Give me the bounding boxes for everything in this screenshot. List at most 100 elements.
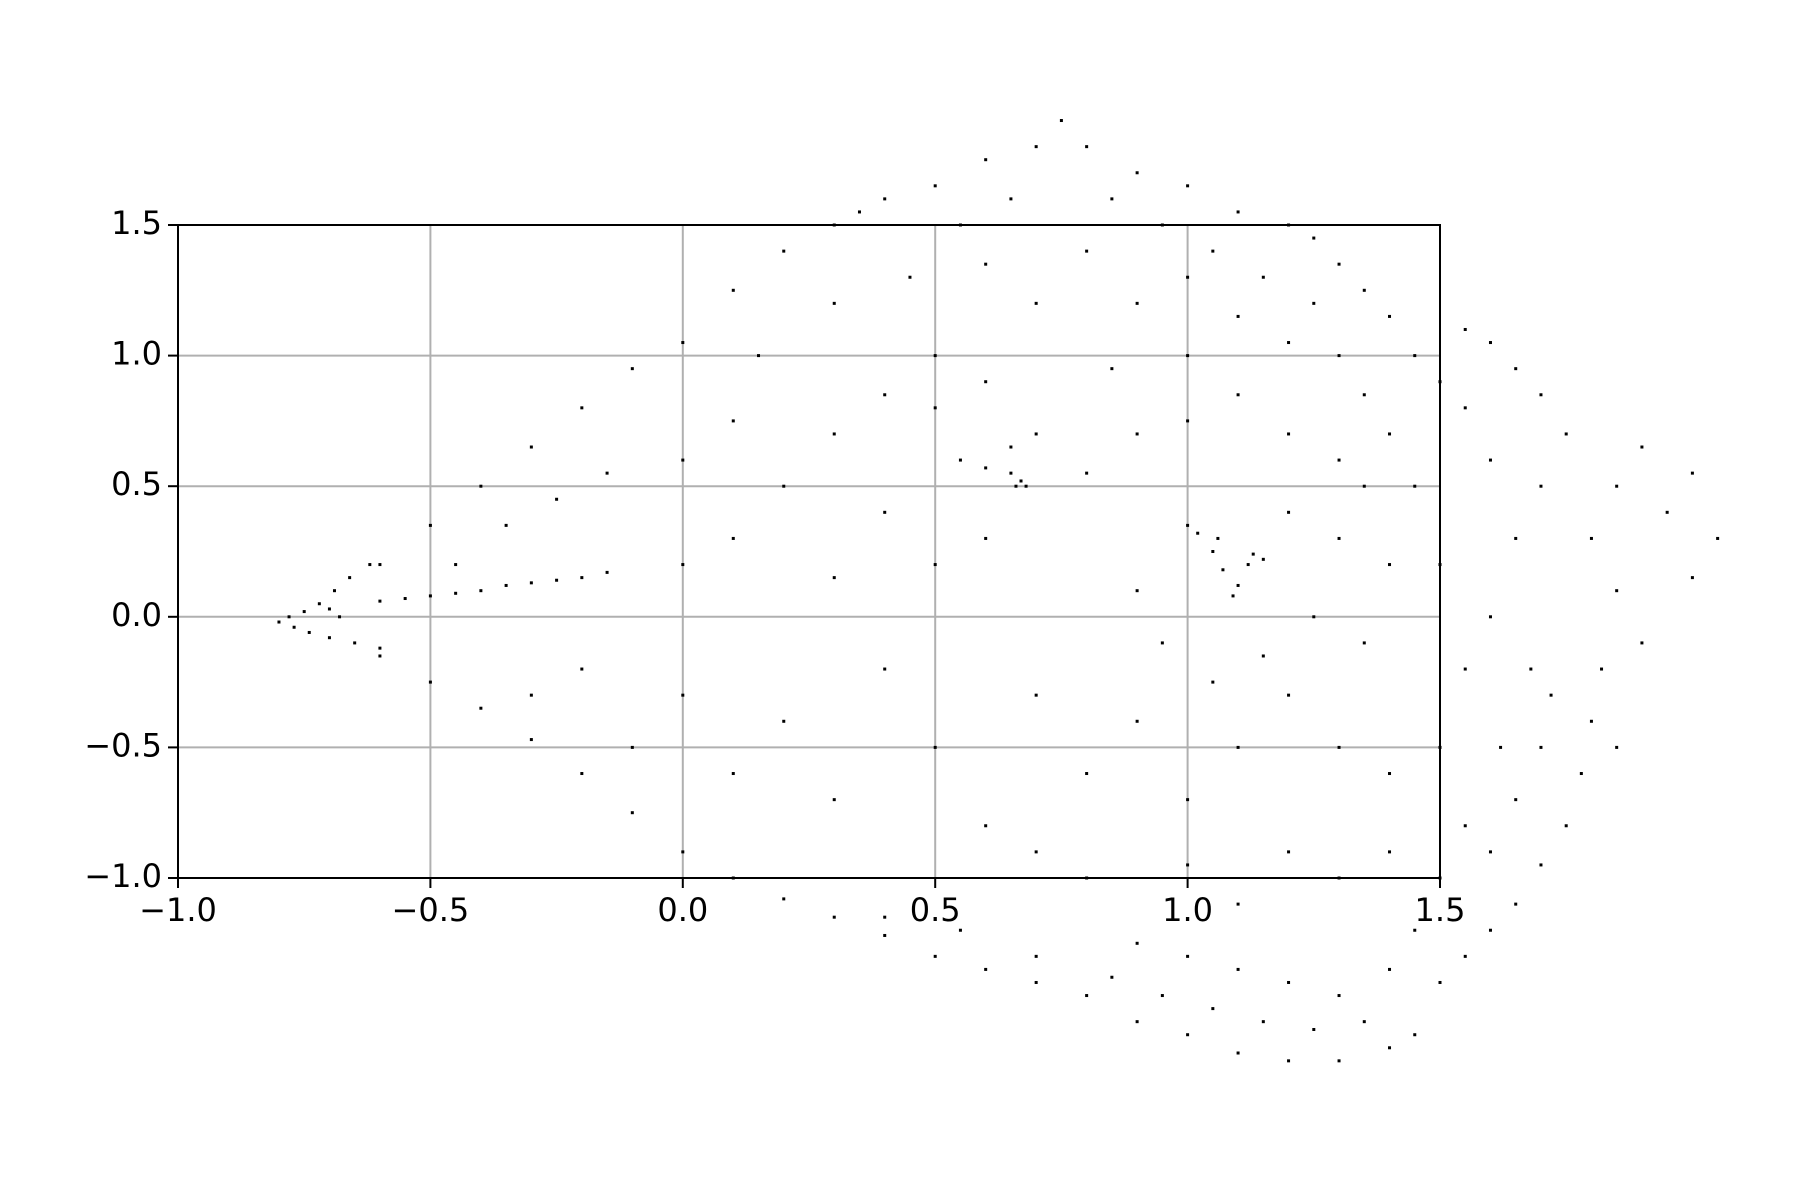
point (832, 301, 836, 305)
point (1135, 432, 1139, 436)
point (1024, 484, 1028, 488)
point (1110, 975, 1114, 979)
point (529, 581, 533, 585)
point (1438, 980, 1442, 984)
point (933, 954, 937, 958)
x-tick-label: −0.5 (392, 891, 470, 929)
point (378, 654, 382, 658)
point (883, 393, 887, 397)
point (1085, 772, 1089, 776)
point (1236, 967, 1240, 971)
point (1085, 249, 1089, 253)
point (1413, 354, 1417, 358)
point (731, 876, 735, 880)
point (681, 458, 685, 462)
point (378, 563, 382, 567)
point (1009, 197, 1013, 201)
point (883, 667, 887, 671)
point (1362, 1020, 1366, 1024)
point (1463, 667, 1467, 671)
point (757, 354, 761, 358)
point (832, 576, 836, 580)
point (1337, 876, 1341, 880)
point (1261, 1020, 1265, 1024)
point (1014, 484, 1018, 488)
point (1690, 471, 1694, 475)
point (1337, 262, 1341, 266)
point (327, 607, 331, 611)
point (1312, 615, 1316, 619)
point (908, 275, 912, 279)
point (1564, 824, 1568, 828)
point (1438, 876, 1442, 880)
point (1186, 798, 1190, 802)
point (1034, 301, 1038, 305)
point (1186, 275, 1190, 279)
point (307, 630, 311, 634)
point (933, 563, 937, 567)
point (580, 772, 584, 776)
point (1514, 902, 1518, 906)
point (1261, 275, 1265, 279)
point (1211, 249, 1215, 253)
point (1539, 393, 1543, 397)
point (1312, 1027, 1316, 1031)
point (1388, 314, 1392, 318)
point (1211, 550, 1215, 553)
point (1488, 850, 1492, 854)
point (1110, 367, 1114, 371)
point (883, 915, 887, 919)
point (1287, 510, 1291, 514)
point (1388, 432, 1392, 436)
point (555, 578, 559, 582)
point (1059, 119, 1063, 123)
point (933, 184, 937, 188)
point (1413, 1033, 1417, 1037)
point (1564, 432, 1568, 436)
point (1287, 980, 1291, 984)
point (1337, 994, 1341, 998)
point (348, 576, 352, 580)
point (529, 693, 533, 697)
point (1160, 994, 1164, 998)
point (1085, 145, 1089, 149)
point (353, 641, 357, 645)
point (1514, 536, 1518, 540)
point (428, 523, 432, 527)
point (368, 563, 372, 567)
point (857, 210, 861, 214)
point (1251, 552, 1255, 556)
point (1640, 641, 1644, 645)
point (1615, 745, 1619, 749)
point (1246, 563, 1250, 567)
point (958, 928, 962, 932)
point (1186, 954, 1190, 958)
x-tick-label: −1.0 (139, 891, 217, 929)
point (1287, 850, 1291, 854)
point (933, 745, 937, 749)
point (378, 599, 382, 603)
point (1388, 1046, 1392, 1050)
point (883, 510, 887, 514)
y-tick-label: 0.0 (111, 596, 162, 634)
point (1236, 745, 1240, 749)
point (1514, 798, 1518, 802)
point (681, 850, 685, 854)
point (1438, 380, 1442, 384)
point (1009, 445, 1013, 449)
point (1287, 432, 1291, 436)
point (1034, 145, 1038, 149)
point (1236, 210, 1240, 214)
x-tick-label: 0.5 (910, 891, 961, 929)
point (1034, 980, 1038, 984)
point (984, 380, 988, 384)
point (1236, 902, 1240, 906)
point (1337, 745, 1341, 749)
point (1216, 536, 1220, 540)
point (479, 484, 483, 488)
point (580, 667, 584, 671)
point (1529, 667, 1533, 671)
point (292, 625, 296, 629)
x-tick-label: 1.0 (1162, 891, 1213, 929)
